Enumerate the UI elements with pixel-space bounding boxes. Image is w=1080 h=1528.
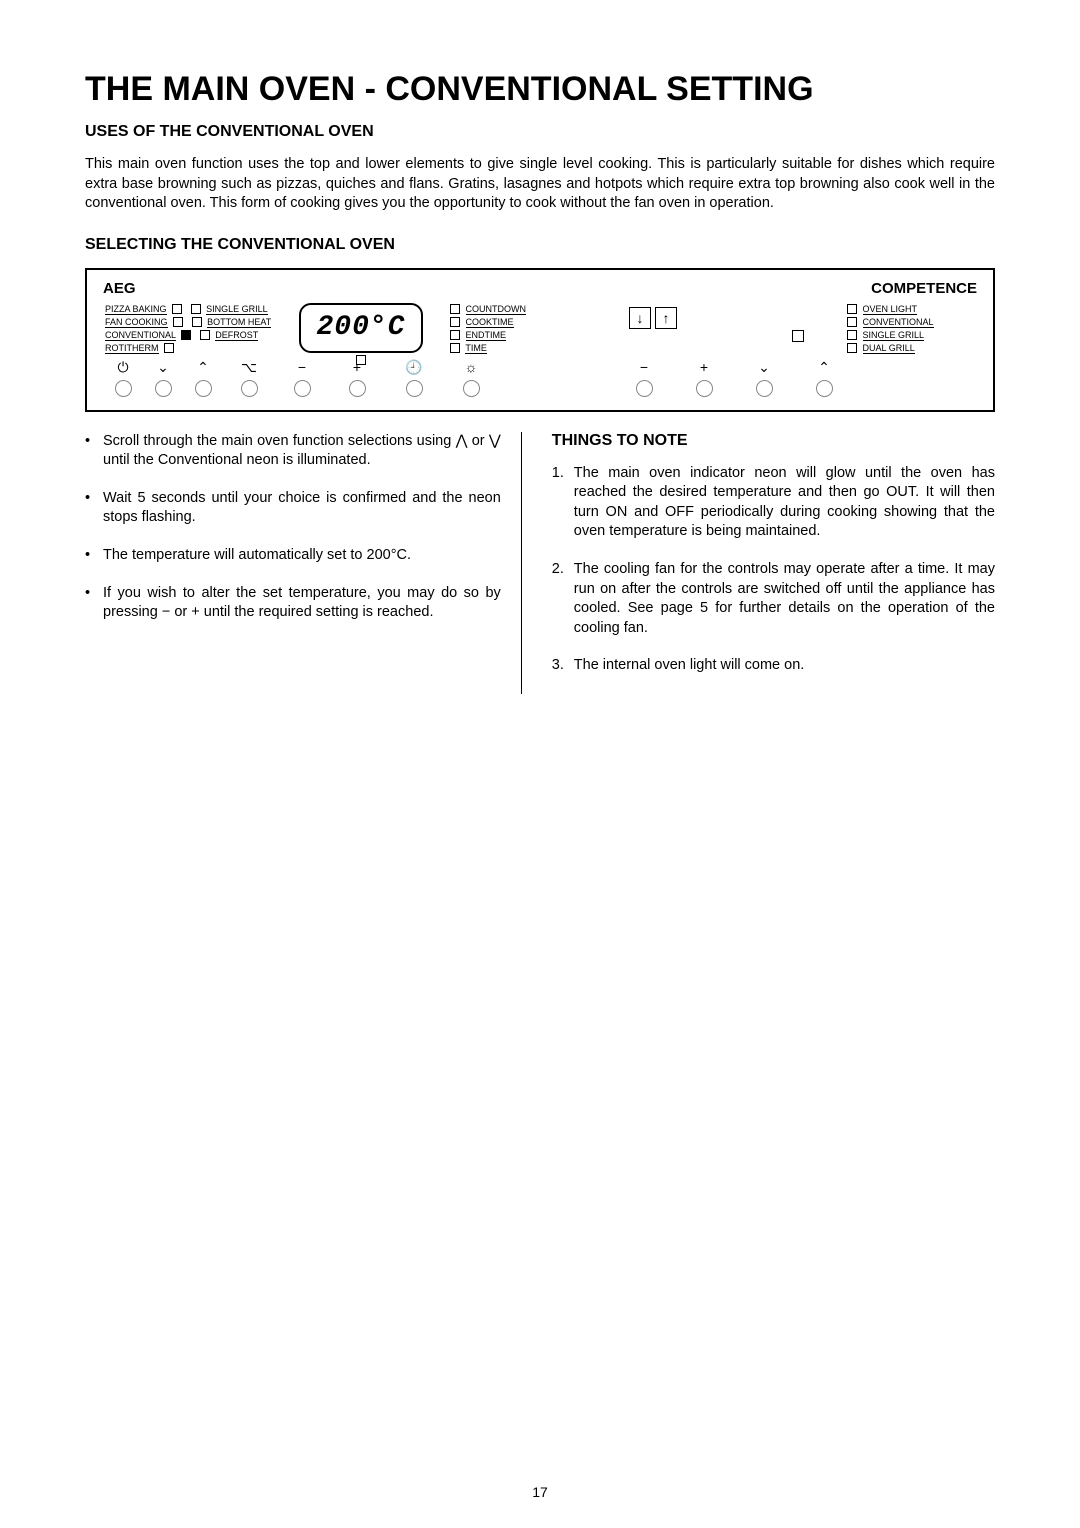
panel-button-3 [223,380,275,402]
mode-ovenlight: OVEN LIGHT [863,304,918,315]
control-panel: AEG COMPETENCE PIZZA BAKING SINGLE GRILL… [85,268,995,412]
led-fan [173,317,183,327]
panel-icon-6: 🕘 [385,359,443,376]
right-column: THINGS TO NOTE 1.The main oven indicator… [522,432,995,694]
line-label: COMPETENCE [871,280,977,297]
panel-button-4 [275,380,329,402]
bullet-item: •Scroll through the main oven function s… [85,432,501,471]
arrow-up-box: ↑ [655,307,677,329]
panel-button-9 [614,380,674,402]
mode-conv2: CONVENTIONAL [863,317,934,328]
page-number: 17 [0,1484,1080,1500]
led-defrost [200,330,210,340]
mode-dualgrill: DUAL GRILL [863,343,915,354]
led-ovenlight [847,304,857,314]
led-countdown [450,304,460,314]
panel-header: AEG COMPETENCE [99,278,981,303]
mode-conventional: CONVENTIONAL [105,330,176,341]
selecting-heading: SELECTING THE CONVENTIONAL OVEN [85,236,995,254]
mode-countdown: COUNTDOWN [466,304,527,315]
timer-col: COUNTDOWN COOKTIME ENDTIME TIME [441,303,548,355]
panel-icon-9: − [614,359,674,376]
left-mode-col: PIZZA BAKING SINGLE GRILL FAN COOKING BO… [99,303,281,355]
right-led [792,330,804,342]
bullet-item: •Wait 5 seconds until your choice is con… [85,489,501,528]
panel-icon-7: ☼ [443,359,499,376]
panel-mid-row: PIZZA BAKING SINGLE GRILL FAN COOKING BO… [99,303,981,355]
mode-fan: FAN COOKING [105,317,168,328]
center-arrows: ↓ ↑ [548,303,758,329]
lcd-value: 200°C [316,312,405,343]
panel-icon-11: ⌄ [734,359,794,376]
led-time [450,343,460,353]
mode-rotitherm: ROTITHERM [105,343,159,354]
panel-icon-10: + [674,359,734,376]
mode-endtime: ENDTIME [466,330,507,341]
page-title: THE MAIN OVEN - CONVENTIONAL SETTING [85,70,995,109]
note-item: 2.The cooling fan for the controls may o… [552,560,995,638]
mode-cooktime: COOKTIME [466,317,514,328]
mode-pizza: PIZZA BAKING [105,304,167,315]
bullet-item: •The temperature will automatically set … [85,546,501,566]
note-item: 3.The internal oven light will come on. [552,656,995,676]
uses-text: This main oven function uses the top and… [85,155,995,214]
panel-icon-0: ⏻ [103,359,143,376]
led-bottom [192,317,202,327]
panel-icon-4: − [275,359,329,376]
mode-single-grill: SINGLE GRILL [206,304,268,315]
panel-button-6 [385,380,443,402]
right-indicator [758,303,838,347]
bullet-item: •If you wish to alter the set temperatur… [85,584,501,623]
mode-bottom: BOTTOM HEAT [207,317,271,328]
page-root: THE MAIN OVEN - CONVENTIONAL SETTING USE… [0,0,1080,1528]
panel-button-1 [143,380,183,402]
uses-heading: USES OF THE CONVENTIONAL OVEN [85,123,995,141]
panel-button-2 [183,380,223,402]
panel-icon-3: ⌥ [223,359,275,376]
panel-button-12 [794,380,854,402]
led-cooktime [450,317,460,327]
panel-button-11 [734,380,794,402]
led-rotitherm [164,343,174,353]
panel-icon-12: ⌃ [794,359,854,376]
lcd-under-box [356,355,366,365]
mode-defrost: DEFROST [215,330,258,341]
led-sgrill2 [847,330,857,340]
lcd-display: 200°C [299,303,423,353]
led-conventional [181,330,191,340]
led-dualgrill [847,343,857,353]
two-column-layout: •Scroll through the main oven function s… [85,432,995,694]
arrow-down-box: ↓ [629,307,651,329]
brand-label: AEG [103,280,136,297]
panel-button-10 [674,380,734,402]
panel-button-7 [443,380,499,402]
left-column: •Scroll through the main oven function s… [85,432,522,694]
led-single-grill [191,304,201,314]
mode-sgrill2: SINGLE GRILL [863,330,925,341]
right-mode-col: OVEN LIGHT CONVENTIONAL SINGLE GRILL DUA… [838,303,965,355]
led-endtime [450,330,460,340]
things-heading: THINGS TO NOTE [552,432,995,450]
panel-icon-1: ⌄ [143,359,183,376]
panel-button-0 [103,380,143,402]
panel-button-5 [329,380,385,402]
button-icon-row: ⏻⌄⌃⌥−+🕘☼−+⌄⌃ [99,355,981,378]
led-pizza [172,304,182,314]
button-circle-row [99,378,981,404]
mode-time: TIME [465,343,487,354]
note-item: 1.The main oven indicator neon will glow… [552,464,995,542]
notes-list: 1.The main oven indicator neon will glow… [552,464,995,676]
panel-icon-2: ⌃ [183,359,223,376]
lcd-wrap: 200°C [281,303,441,353]
led-conv2 [847,317,857,327]
